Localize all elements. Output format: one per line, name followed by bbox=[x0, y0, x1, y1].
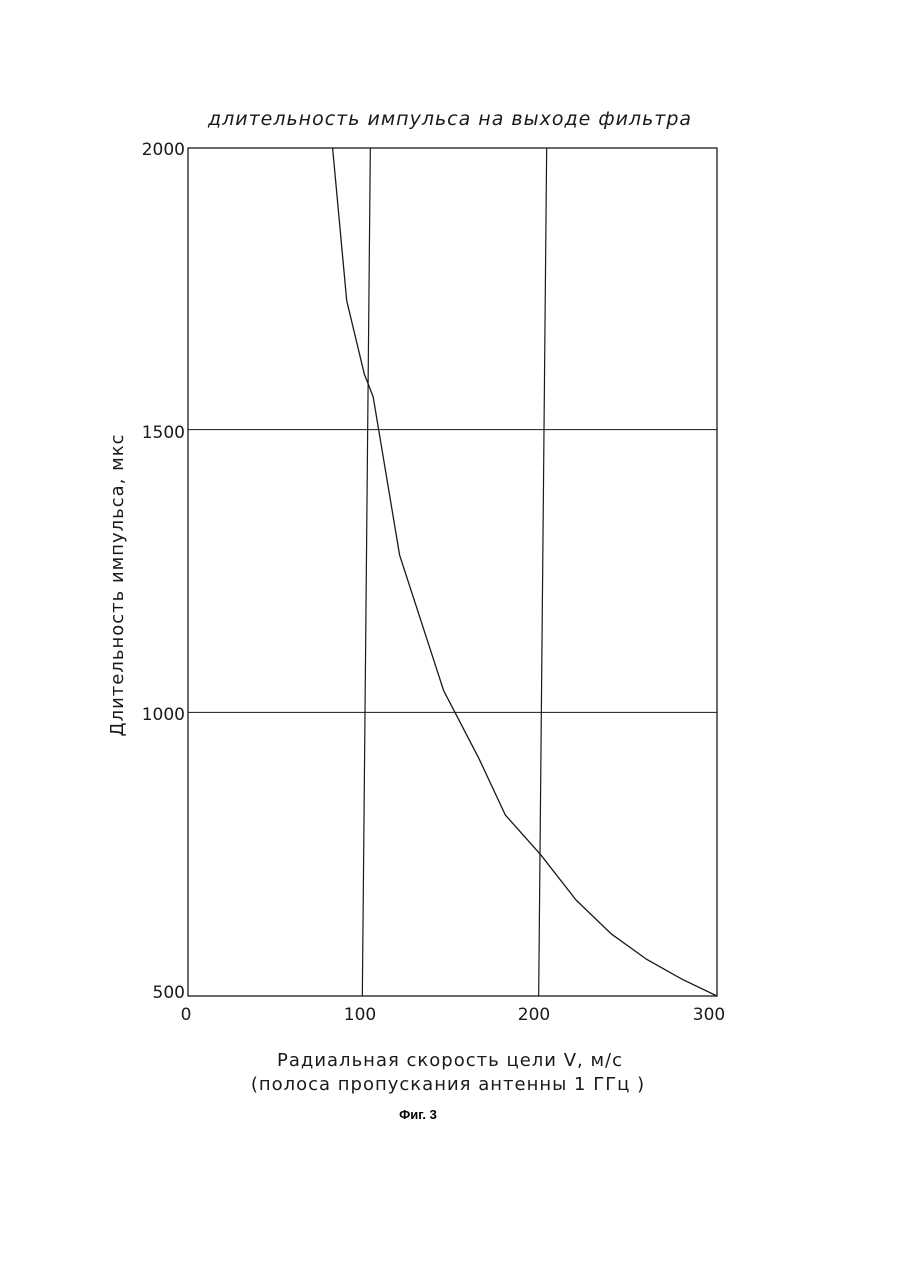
series-layer bbox=[333, 148, 717, 996]
x-tick-200: 200 bbox=[518, 1005, 550, 1025]
y-tick-500: 500 bbox=[153, 983, 185, 1003]
y-tick-2000: 2000 bbox=[142, 140, 185, 160]
figure-caption: Фиг. 3 bbox=[399, 1107, 437, 1122]
y-tick-1500: 1500 bbox=[142, 423, 185, 443]
grid-lines bbox=[188, 148, 717, 996]
x-axis-label-line1: Радиальная скорость цели V, м/с bbox=[277, 1050, 623, 1071]
x-tick-300: 300 bbox=[693, 1005, 725, 1025]
plot-frame bbox=[188, 148, 717, 996]
grid-vertical-100 bbox=[362, 148, 370, 996]
grid-vertical-200 bbox=[539, 148, 547, 996]
chart-title: длительность импульса на выходе фильтра bbox=[207, 108, 692, 130]
x-tick-100: 100 bbox=[344, 1005, 376, 1025]
y-axis-label: Длительность импульса, мкс bbox=[107, 434, 128, 737]
y-tick-1000: 1000 bbox=[142, 705, 185, 725]
x-tick-0: 0 bbox=[181, 1005, 192, 1025]
series-line-0 bbox=[333, 148, 717, 996]
x-axis-label-line2: (полоса пропускания антенны 1 ГГц ) bbox=[251, 1074, 645, 1095]
